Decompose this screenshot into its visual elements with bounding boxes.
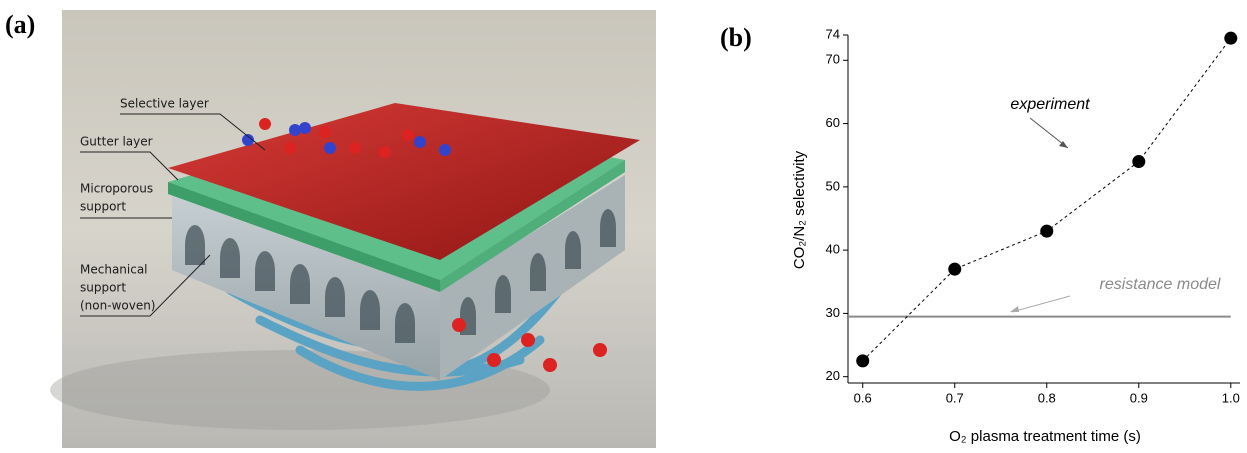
layer-label: support	[80, 200, 126, 214]
y-tick-label: 20	[826, 368, 840, 383]
x-tick-label: 1.0	[1222, 390, 1240, 405]
layer-label: Selective layer	[120, 97, 209, 111]
layer-label: (non-woven)	[80, 299, 156, 313]
y-tick-label: 40	[826, 242, 840, 257]
data-point	[948, 263, 961, 276]
x-tick-label: 0.7	[946, 390, 964, 405]
data-point	[856, 354, 869, 367]
y-tick-label: 70	[826, 52, 840, 67]
illustration	[50, 10, 656, 448]
layer-label: Microporous	[80, 182, 153, 196]
panel-label: (b)	[720, 23, 752, 52]
data-point	[1132, 155, 1145, 168]
layer-label: support	[80, 281, 126, 295]
x-tick-label: 0.6	[854, 390, 872, 405]
reference-label: resistance model	[1100, 276, 1221, 293]
layer-label: Mechanical	[80, 263, 148, 277]
panel-label: (a)	[5, 10, 35, 39]
data-line	[863, 38, 1231, 361]
y-tick-label: 50	[826, 178, 840, 193]
y-tick-label: 74	[826, 26, 840, 41]
page: (a)	[0, 0, 1247, 448]
x-tick-label: 0.9	[1130, 390, 1148, 405]
figure: (a)	[0, 0, 1247, 448]
data-point	[1040, 225, 1053, 238]
y-tick-label: 60	[826, 115, 840, 130]
annotation-arrow	[1012, 296, 1070, 312]
annotation-arrow	[1010, 306, 1019, 312]
y-axis-title: CO₂/N₂ selectivity	[791, 150, 808, 269]
y-tick-label: 30	[826, 305, 840, 320]
layer-label: Gutter layer	[80, 135, 153, 149]
x-tick-label: 0.8	[1038, 390, 1056, 405]
x-axis-title: O₂ plasma treatment time (s)	[949, 428, 1141, 445]
annotation: experiment	[1010, 96, 1090, 113]
data-point	[1224, 32, 1237, 45]
